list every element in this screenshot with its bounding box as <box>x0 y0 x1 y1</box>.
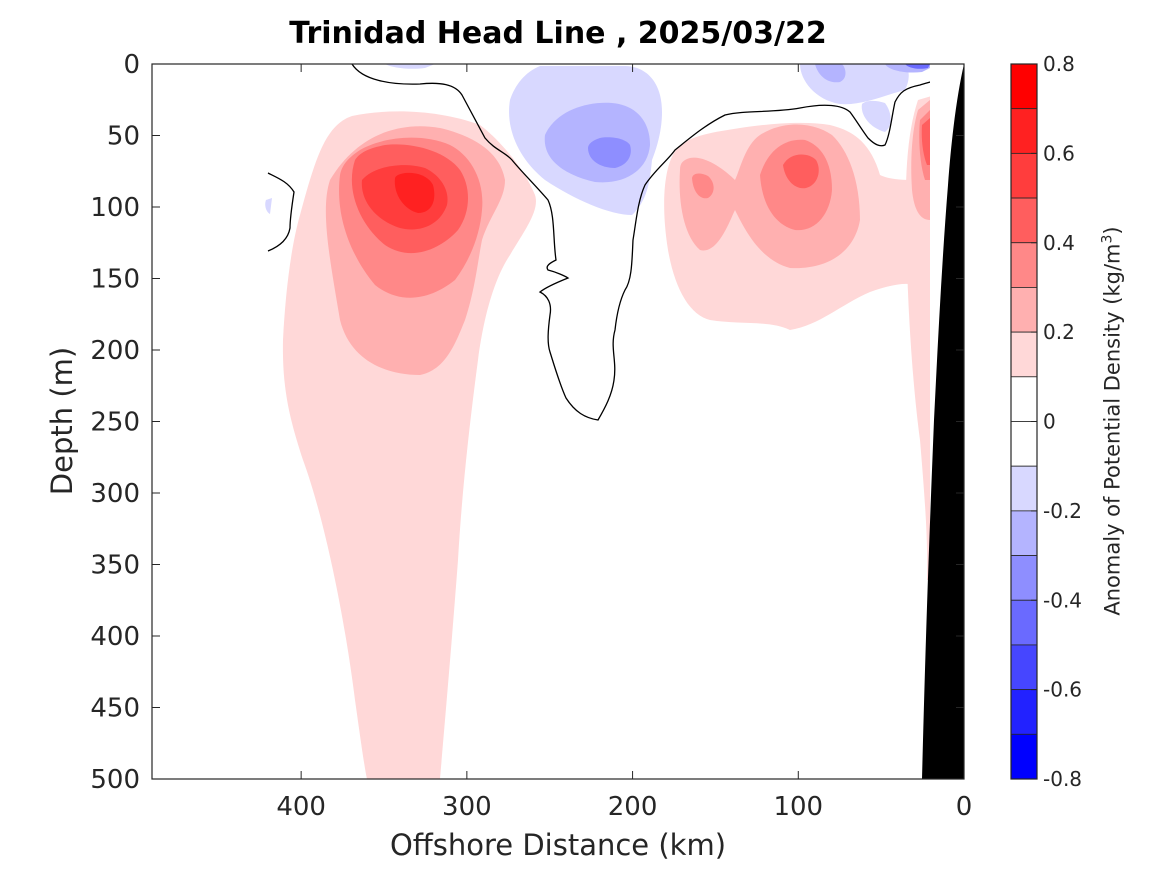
contour-fill-0.3-right2 <box>692 173 714 199</box>
colorbar-ticks: 0.8 0.6 0.4 0.2 0 -0.2 -0.4 -0.6 -0.8 <box>1031 52 1082 791</box>
chart-title: Trinidad Head Line , 2025/03/22 <box>289 16 827 51</box>
zero-contour-line <box>351 64 943 421</box>
colorbar-level <box>1010 733 1038 780</box>
colorbar-level <box>1010 287 1038 333</box>
y-tick-label: 150 <box>90 265 140 295</box>
colorbar-level <box>1010 555 1038 601</box>
contour-fill-neg0.3-mid <box>588 137 631 168</box>
colorbar-level <box>1010 689 1038 735</box>
colorbar-level <box>1010 599 1038 646</box>
contour-fill-neg0.4-top-right <box>905 64 930 69</box>
contour-fill-0.6-left <box>394 172 435 213</box>
colorbar-level <box>1010 152 1038 199</box>
contour-fill-neg0.2-top-right <box>815 64 846 83</box>
colorbar-label-close: ) <box>1100 226 1125 235</box>
colorbar-label-text: Anomaly of Potential Density (kg/m <box>1100 243 1125 616</box>
colorbar-level <box>1010 242 1038 288</box>
colorbar-level <box>1010 421 1038 467</box>
y-tick-label: 200 <box>90 336 140 366</box>
colorbar-tick-label: -0.6 <box>1043 678 1082 702</box>
x-tick-label: 400 <box>276 792 326 822</box>
zero-contour-line-west <box>267 172 295 252</box>
colorbar-tick-label: 0.8 <box>1043 52 1075 76</box>
y-axis-label: Depth (m) <box>45 346 79 496</box>
y-tick-label: 500 <box>90 765 140 795</box>
x-tick-label: 300 <box>442 792 492 822</box>
x-tick-label: 0 <box>956 792 973 822</box>
contour-fill-0.4-right <box>783 154 819 189</box>
bathymetry <box>922 64 964 779</box>
colorbar-tick-label: -0.2 <box>1043 499 1082 523</box>
x-axis: 400 300 200 100 0 <box>276 64 972 822</box>
y-tick-label: 300 <box>90 479 140 509</box>
y-tick-label: 450 <box>90 694 140 724</box>
colorbar-tick-label: 0.4 <box>1043 231 1075 255</box>
colorbar-tick-label: 0.2 <box>1043 320 1075 344</box>
colorbar-level <box>1010 108 1038 154</box>
x-tick-label: 100 <box>773 792 823 822</box>
y-tick-label: 350 <box>90 551 140 581</box>
colorbar-level <box>1010 376 1038 422</box>
colorbar <box>1010 63 1038 780</box>
y-tick-label: 100 <box>90 193 140 223</box>
y-tick-label: 400 <box>90 622 140 652</box>
colorbar-level <box>1010 465 1038 512</box>
colorbar-tick-label: -0.4 <box>1043 588 1082 612</box>
colorbar-tick-label: 0 <box>1043 410 1056 434</box>
y-tick-label: 50 <box>107 122 140 152</box>
x-tick-label: 200 <box>608 792 658 822</box>
colorbar-level <box>1010 63 1038 110</box>
y-axis: 0 50 100 150 200 250 300 350 400 450 500 <box>90 50 964 795</box>
plot-area <box>152 64 964 779</box>
colorbar-level <box>1010 510 1038 556</box>
colorbar-level <box>1010 644 1038 691</box>
colorbar-tick-label: -0.8 <box>1043 767 1082 791</box>
contour-fill-neg0.1-west <box>265 198 272 214</box>
colorbar-level <box>1010 197 1038 244</box>
y-tick-label: 250 <box>90 408 140 438</box>
colorbar-tick-label: 0.6 <box>1043 141 1075 165</box>
colorbar-level <box>1010 331 1038 378</box>
contour-fill-neg0.1-top-left <box>385 64 435 69</box>
y-tick-label: 0 <box>123 50 140 80</box>
colorbar-label-superscript: 3 <box>1099 234 1116 244</box>
contour-fill-neg0.1-top-right2 <box>861 100 891 132</box>
colorbar-label: Anomaly of Potential Density (kg/m3) <box>1100 226 1125 615</box>
contour-fill-0.4-coast <box>921 118 930 165</box>
x-axis-label: Offshore Distance (km) <box>389 828 727 862</box>
